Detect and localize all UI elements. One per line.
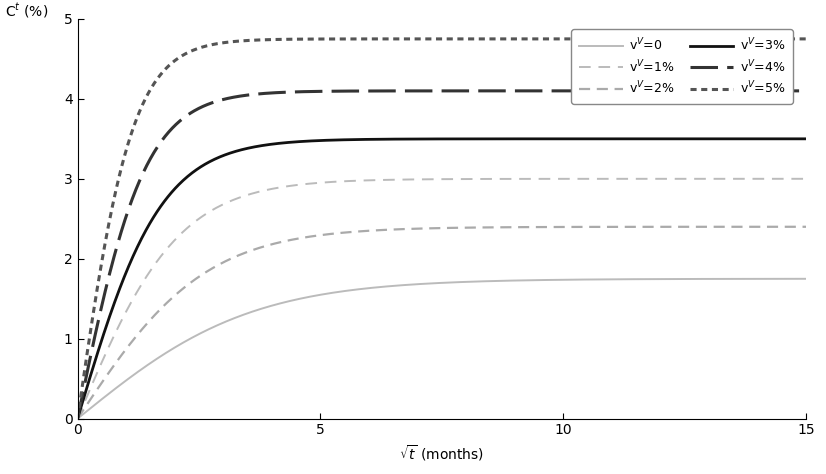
Y-axis label: C$^t$ (%): C$^t$ (%) [5,1,48,20]
X-axis label: $\sqrt{t}$ (months): $\sqrt{t}$ (months) [399,443,484,463]
Legend: v$^V$=0, v$^V$=1%, v$^V$=2%, v$^V$=3%, v$^V$=4%, v$^V$=5%: v$^V$=0, v$^V$=1%, v$^V$=2%, v$^V$=3%, v… [572,29,792,104]
